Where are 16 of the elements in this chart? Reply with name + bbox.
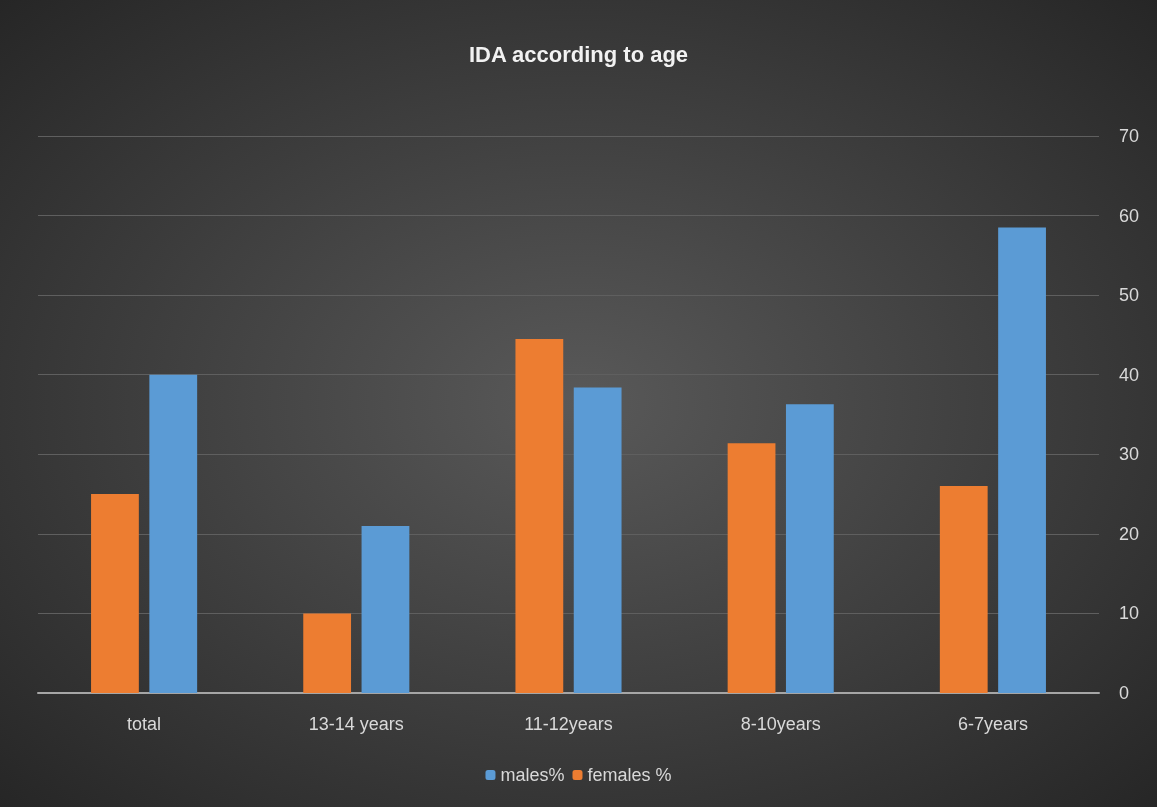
y-tick-label: 10: [1119, 603, 1140, 624]
y-tick-label: 40: [1119, 364, 1140, 385]
x-tick-label: total: [127, 714, 162, 734]
x-tick-label: 11-12years: [524, 714, 613, 734]
legend-label: males%: [500, 765, 565, 785]
y-tick-label: 0: [1119, 683, 1130, 703]
y-tick-label: 60: [1119, 205, 1140, 226]
x-tick-label: 8-10years: [740, 714, 821, 734]
y-tick-label: 50: [1119, 285, 1140, 306]
y-tick-label: 30: [1119, 444, 1140, 465]
x-tick-label: 6-7years: [957, 714, 1028, 734]
x-tick-label: 13-14 years: [308, 714, 404, 734]
legend-label: females %: [587, 765, 672, 785]
y-tick-label: 20: [1119, 523, 1140, 544]
y-tick-label: 70: [1119, 126, 1140, 146]
chart-title: IDA according to age: [468, 41, 689, 67]
